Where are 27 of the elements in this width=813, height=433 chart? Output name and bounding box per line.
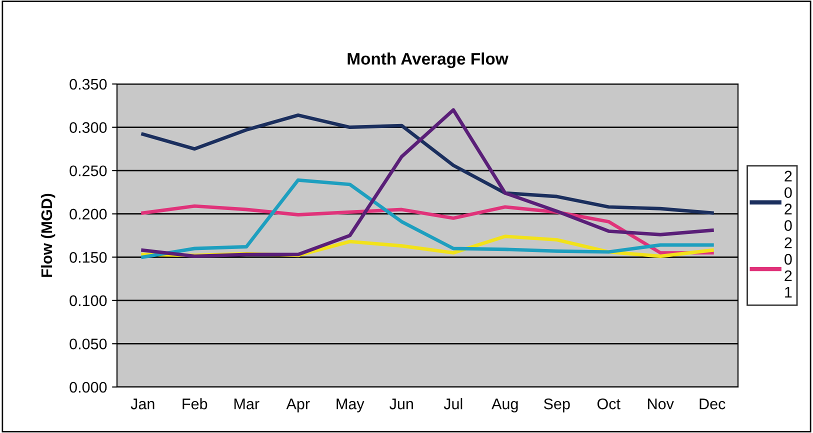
- x-tick-label: Feb: [182, 398, 208, 410]
- x-tick-label: Oct: [597, 398, 620, 410]
- x-tick-label: Jan: [130, 398, 154, 410]
- y-tick-label: 0.000: [70, 382, 107, 393]
- x-tick-label: Aug: [492, 398, 518, 412]
- y-tick-label: 0.350: [70, 78, 107, 90]
- x-tick-label: Apr: [286, 398, 310, 412]
- y-tick-label: 0.050: [70, 338, 107, 350]
- y-axis-title: Flow (MGD): [40, 194, 56, 277]
- x-tick-label: Jun: [390, 398, 413, 410]
- x-tick-label: May: [336, 398, 364, 412]
- x-tick-label: Dec: [700, 398, 726, 410]
- legend-label: 2021: [784, 237, 792, 298]
- y-tick-label: 0.200: [70, 208, 107, 220]
- y-tick-label: 0.150: [70, 252, 107, 263]
- y-tick-label: 0.250: [70, 165, 107, 176]
- line-series: [141, 113, 714, 215]
- x-tick-label: Jul: [444, 398, 462, 410]
- line-series: [141, 108, 714, 258]
- legend-label: 2020: [784, 170, 792, 231]
- y-tick-label: 0.300: [70, 122, 107, 133]
- y-tick-label: 0.100: [70, 295, 107, 306]
- chart-title: Month Average Flow: [348, 52, 508, 68]
- line-series: [141, 178, 714, 259]
- x-tick-label: Mar: [234, 398, 260, 410]
- x-tick-label: Sep: [544, 398, 570, 412]
- x-tick-label: Nov: [648, 398, 674, 410]
